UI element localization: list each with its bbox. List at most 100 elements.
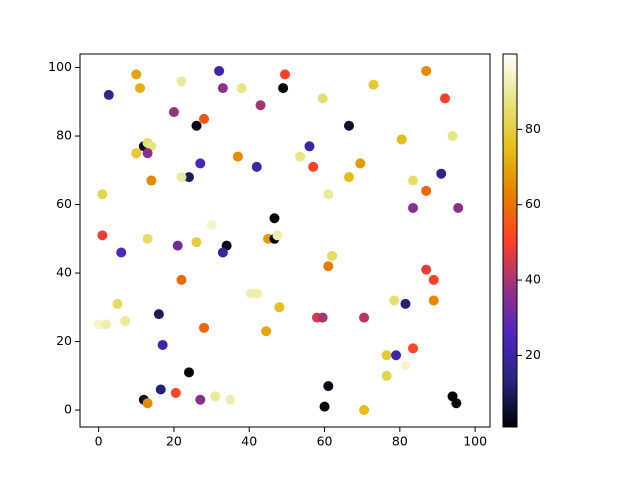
point [344,120,355,131]
x-tick-label: 80 [392,434,408,449]
y-tick-label: 80 [56,128,72,143]
point [210,391,221,402]
point [408,175,419,186]
point [131,69,142,80]
point [359,405,370,416]
axes-frame [79,53,491,428]
point [261,326,272,337]
point [153,309,164,320]
point [436,168,447,179]
point [206,220,217,231]
point [191,120,202,131]
x-tick-label: 40 [241,434,257,449]
colorbar-tick-label: 40 [525,272,541,287]
point [400,298,411,309]
point [170,387,181,398]
point [251,161,262,172]
point [400,360,411,371]
point [421,65,432,76]
point [101,319,112,330]
point [217,247,228,258]
point [327,250,338,261]
x-tick-label: 0 [95,434,103,449]
point [183,367,194,378]
point [142,398,153,409]
point [214,65,225,76]
point [251,288,262,299]
x-tick-label: 20 [166,434,182,449]
point [440,93,451,104]
point [317,93,328,104]
x-tick-label: 100 [463,434,487,449]
point [344,172,355,183]
point [389,295,400,306]
point [304,141,315,152]
colorbar-tick-label: 60 [525,196,541,211]
point [225,394,236,405]
point [176,76,187,87]
point [155,384,166,395]
point [274,302,285,313]
point [195,158,206,169]
point [176,274,187,285]
point [195,394,206,405]
point [308,161,319,172]
point [381,370,392,381]
y-tick-label: 20 [56,333,72,348]
point [157,339,168,350]
point [255,100,266,111]
point [135,83,146,94]
point [408,343,419,354]
point [236,83,247,94]
y-tick-label: 60 [56,196,72,211]
point [421,264,432,275]
point [272,230,283,241]
point [142,233,153,244]
point [381,350,392,361]
point [428,295,439,306]
point [183,172,194,183]
point [428,274,439,285]
point [146,175,157,186]
point [103,89,114,100]
point [396,134,407,145]
point [323,381,334,392]
point [168,107,179,118]
point [295,151,306,162]
x-tick-label: 60 [317,434,333,449]
point [112,298,123,309]
y-tick-label: 0 [64,402,72,417]
point [172,240,183,251]
point [359,312,370,323]
y-tick-label: 40 [56,265,72,280]
point [176,172,187,183]
point [368,79,379,90]
point [355,158,366,169]
point [119,315,130,326]
point [323,189,334,200]
plot-area [93,65,464,416]
point [131,148,142,159]
y-tick-label: 100 [48,59,72,74]
point [453,202,464,213]
point [199,322,210,333]
point [408,202,419,213]
point [191,237,202,248]
point [391,350,402,361]
point [217,83,228,94]
point [451,398,462,409]
point [232,151,243,162]
colorbar-tick-label: 80 [525,121,541,136]
point [317,312,328,323]
point [447,131,458,142]
point [421,185,432,196]
point [199,113,210,124]
colorbar-tick-label: 20 [525,347,541,362]
point [93,319,104,330]
point [278,83,289,94]
point [116,247,127,258]
point [323,261,334,272]
colorbar [502,53,518,428]
